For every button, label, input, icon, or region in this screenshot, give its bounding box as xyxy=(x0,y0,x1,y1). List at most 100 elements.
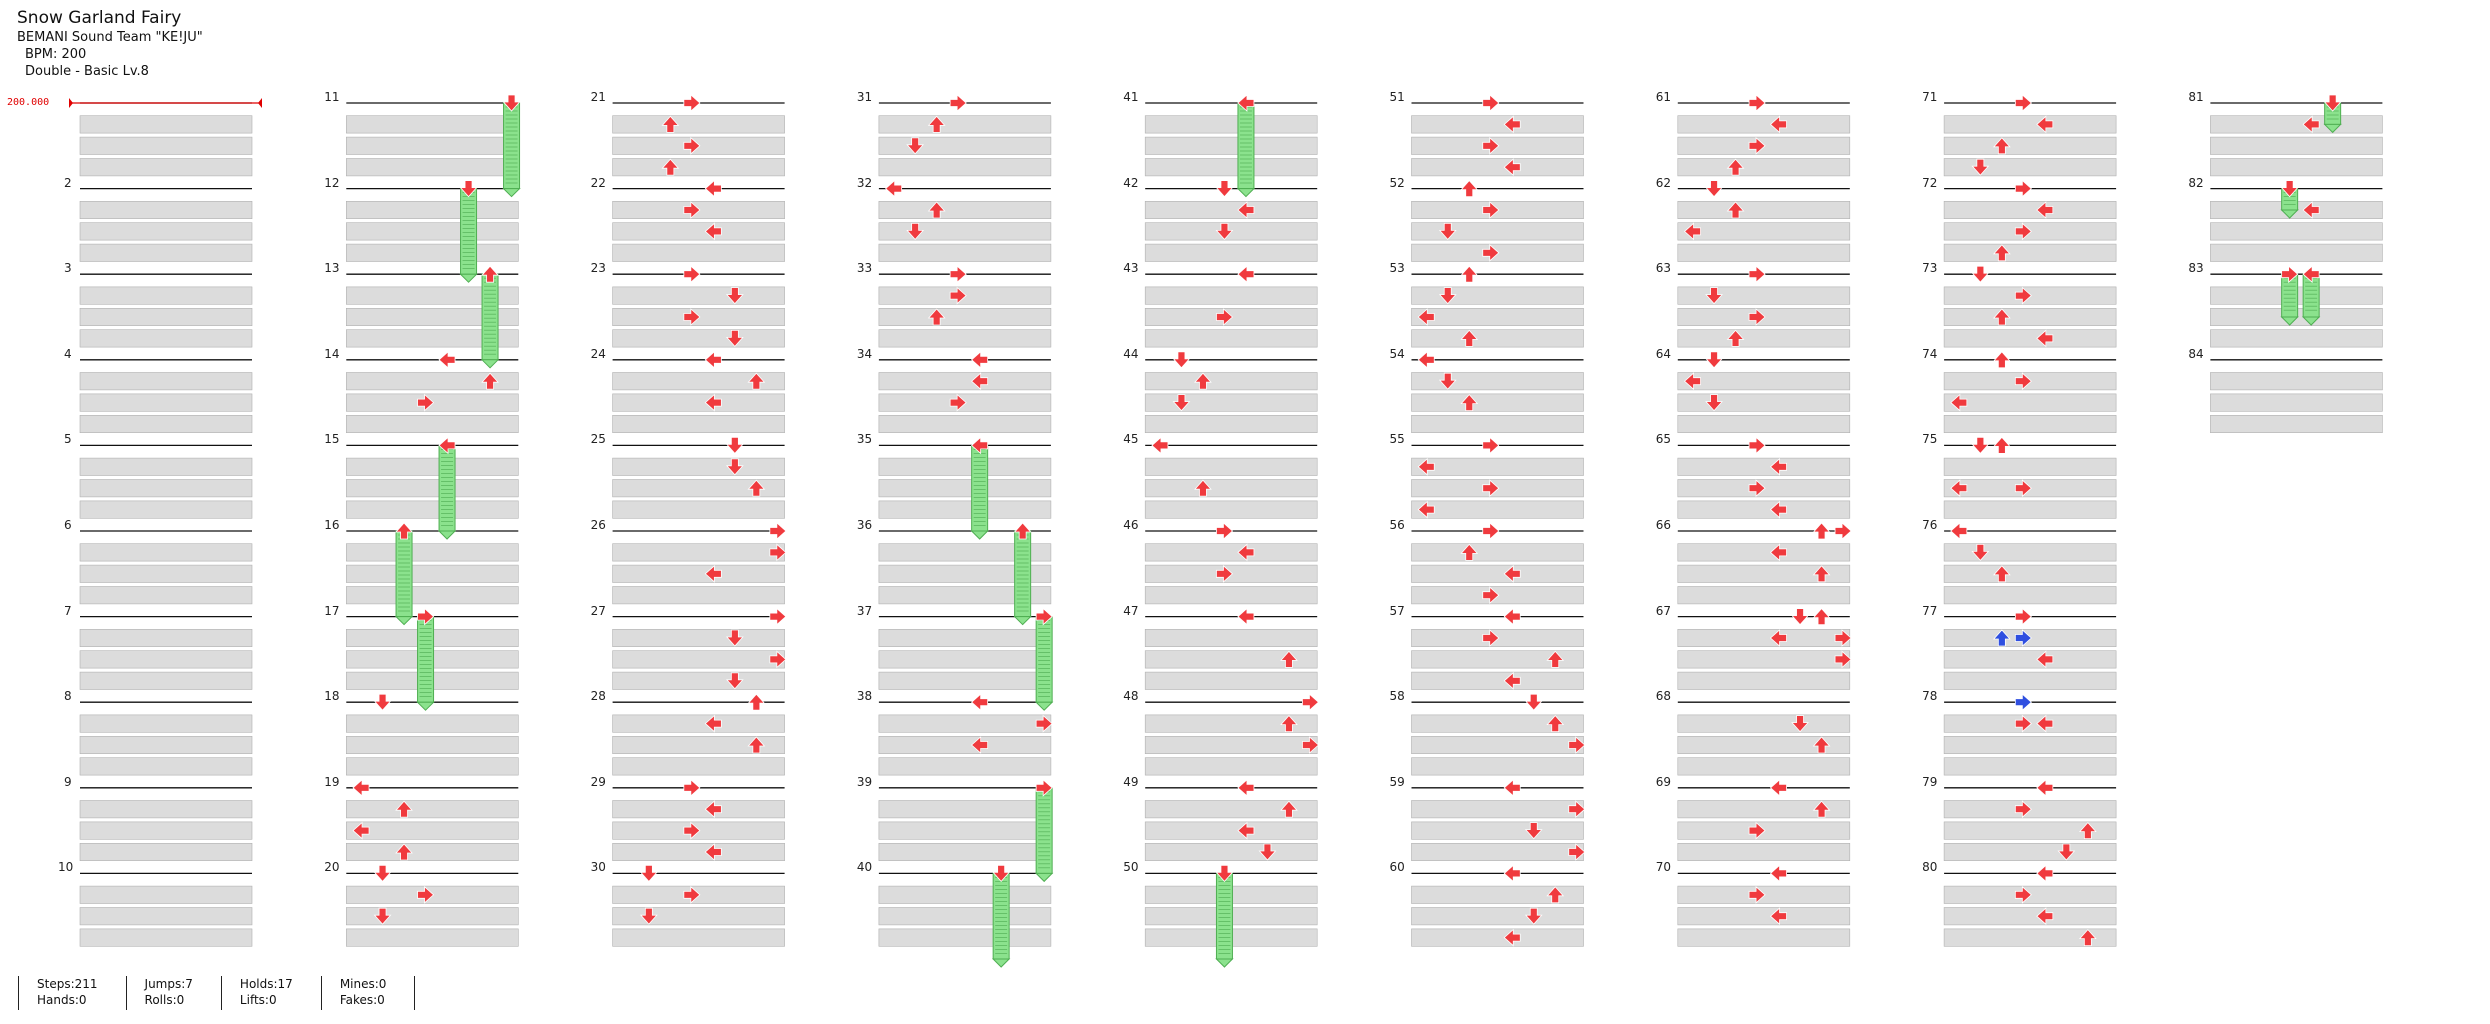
hold-bar xyxy=(417,616,435,703)
row-band xyxy=(878,201,1052,220)
measure-57 xyxy=(1411,615,1584,690)
measure-9 xyxy=(79,787,253,861)
bpm-change-marker xyxy=(69,98,262,108)
row-band xyxy=(612,628,785,647)
arrow-left-icon xyxy=(1769,500,1787,519)
row-band xyxy=(79,457,253,476)
row-band xyxy=(1943,393,2117,412)
row-band xyxy=(79,286,253,305)
row-band xyxy=(878,714,1052,733)
row-band xyxy=(878,307,1052,326)
arrow-down-icon xyxy=(992,865,1011,883)
arrow-right-icon xyxy=(1748,436,1766,455)
hold-end xyxy=(1236,188,1256,198)
arrow-down-icon xyxy=(502,94,521,112)
measure-26 xyxy=(612,530,785,605)
row-band xyxy=(878,136,1052,155)
hold-end xyxy=(1215,958,1234,968)
row-band xyxy=(1411,885,1584,904)
row-band xyxy=(79,928,253,947)
measure-27 xyxy=(612,615,785,690)
arrow-left-icon xyxy=(438,350,456,369)
arrow-left-icon xyxy=(1503,564,1521,583)
row-band xyxy=(1144,115,1318,134)
row-band xyxy=(79,842,253,861)
arrow-up-icon xyxy=(661,158,680,176)
arrow-left-icon xyxy=(2036,864,2054,883)
arrow-down-icon xyxy=(1705,180,1723,198)
arrow-left-icon xyxy=(2036,650,2054,669)
row-band xyxy=(612,479,785,498)
hold-end xyxy=(1013,616,1032,626)
measure-28 xyxy=(612,701,785,776)
arrow-up-icon xyxy=(1460,329,1479,347)
arrow-right-icon xyxy=(1748,885,1766,904)
measure-33 xyxy=(878,273,1052,348)
row-band xyxy=(1411,414,1584,433)
arrow-down-icon xyxy=(906,137,925,155)
arrow-left-icon xyxy=(2036,714,2054,733)
row-band xyxy=(612,115,785,134)
measure-number: 41 xyxy=(1123,90,1139,104)
arrow-down-icon xyxy=(1705,394,1723,412)
row-band xyxy=(2210,115,2383,134)
measure-2 xyxy=(79,187,253,262)
row-band xyxy=(1411,821,1584,840)
row-band xyxy=(878,842,1052,861)
row-band xyxy=(612,842,785,861)
row-band xyxy=(878,222,1052,241)
row-band xyxy=(1943,500,2117,519)
arrow-down-icon xyxy=(459,180,478,198)
hold-end xyxy=(1034,872,1054,883)
measure-62 xyxy=(1677,187,1851,262)
measure-number: 61 xyxy=(1655,90,1672,104)
hold-body xyxy=(1013,530,1032,626)
measure-30 xyxy=(612,872,785,947)
measure-number: 83 xyxy=(2188,261,2204,276)
arrow-down-icon xyxy=(1438,372,1457,390)
row-band xyxy=(2210,393,2383,412)
measure-49 xyxy=(1144,787,1318,861)
arrow-down-icon xyxy=(725,458,744,476)
arrow-right-icon xyxy=(683,94,701,112)
measure-43 xyxy=(1144,273,1318,348)
measure-number: 82 xyxy=(2188,175,2204,190)
arrow-down-icon xyxy=(1971,158,1990,176)
arrow-left-icon xyxy=(1503,158,1521,177)
measure-number: 8 xyxy=(64,689,72,704)
row-band xyxy=(1411,714,1584,733)
arrow-right-icon xyxy=(1035,778,1053,797)
row-band xyxy=(79,586,253,605)
row-band xyxy=(878,928,1052,947)
arrow-down-icon xyxy=(906,222,925,241)
measure-number: 14 xyxy=(324,346,340,361)
measure-74 xyxy=(1943,359,2117,433)
measure-32 xyxy=(878,187,1052,262)
arrow-up-icon xyxy=(1992,629,2011,647)
arrow-left-icon xyxy=(1503,115,1521,134)
measure-7 xyxy=(79,615,253,690)
measure-64 xyxy=(1677,359,1851,433)
fakes-count: Fakes:0 xyxy=(339,993,385,1007)
row-band xyxy=(1677,650,1851,669)
measure-number: 84 xyxy=(2188,346,2204,361)
row-band xyxy=(1677,671,1851,690)
hold-bar xyxy=(1035,616,1053,703)
song-title: Snow Garland Fairy xyxy=(17,8,182,28)
row-band xyxy=(79,115,253,134)
row-band xyxy=(1144,158,1318,177)
row-band xyxy=(79,136,253,155)
arrow-right-icon xyxy=(417,393,435,412)
row-band xyxy=(878,907,1052,926)
measure-29 xyxy=(612,787,785,861)
row-band xyxy=(1943,821,2117,840)
row-band xyxy=(2210,222,2383,241)
arrow-up-icon xyxy=(395,800,413,818)
arrow-right-icon xyxy=(417,607,435,626)
measure-number: 21 xyxy=(590,90,606,104)
measure-number: 57 xyxy=(1389,603,1405,618)
measure-number: 47 xyxy=(1123,603,1139,618)
arrow-right-icon xyxy=(1748,136,1766,155)
arrow-right-icon xyxy=(2014,479,2032,498)
